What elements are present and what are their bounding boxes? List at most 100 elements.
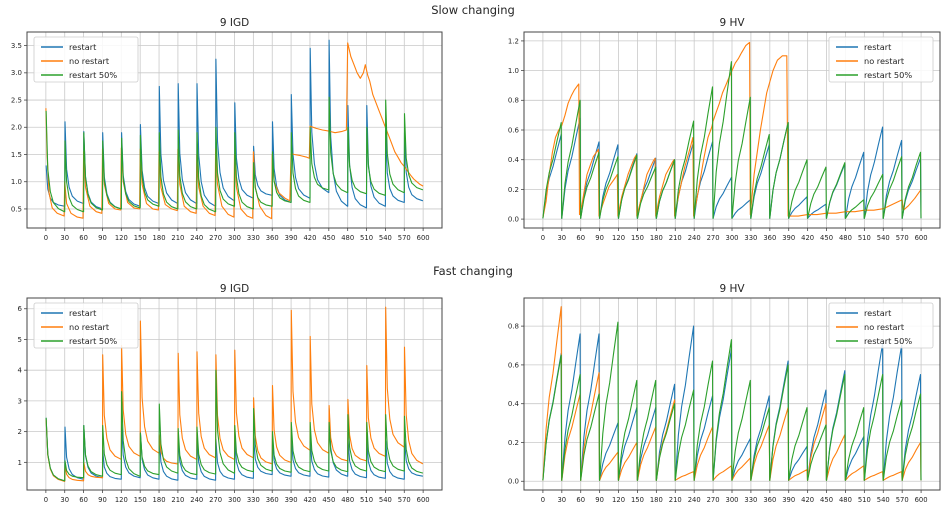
x-tick-label: 270 xyxy=(209,496,222,504)
legend-label: no restart xyxy=(864,56,905,66)
x-tick-label: 240 xyxy=(190,234,203,242)
x-tick-label: 270 xyxy=(707,234,720,242)
y-tick-label: 3.0 xyxy=(11,69,22,77)
y-tick-label: 1 xyxy=(18,459,22,467)
series-lines xyxy=(542,41,922,219)
x-tick-label: 120 xyxy=(612,234,625,242)
x-tick-label: 420 xyxy=(303,496,316,504)
x-tick-label: 240 xyxy=(190,496,203,504)
x-tick-label: 270 xyxy=(209,234,222,242)
tick-labels: 0 30 60 90 120 150 180 210 240 270 300 330 360 390 420… xyxy=(11,42,430,242)
x-tick-label: 360 xyxy=(763,234,776,242)
x-tick-label: 0 xyxy=(44,496,48,504)
x-tick-label: 570 xyxy=(896,496,909,504)
tick-labels: 0 30 60 90 120 150 180 210 240 270 300 330 360 390 420… xyxy=(508,323,928,504)
x-tick-label: 60 xyxy=(79,496,88,504)
y-tick-label: 0.8 xyxy=(508,97,519,105)
panel-fast-igd: 0 30 60 90 120 150 180 210 240 270 300 330 360 390 420… xyxy=(18,283,443,504)
legend-label: restart xyxy=(864,308,892,318)
x-tick-label: 150 xyxy=(631,496,644,504)
legend-label: restart xyxy=(69,42,97,52)
y-tick-label: 1.0 xyxy=(508,67,519,75)
x-tick-label: 270 xyxy=(707,496,720,504)
legend-label: restart 50% xyxy=(69,70,117,80)
x-tick-label: 540 xyxy=(379,234,392,242)
x-tick-label: 210 xyxy=(669,234,682,242)
x-tick-label: 60 xyxy=(79,234,88,242)
chart-title: 9 IGD xyxy=(220,283,249,295)
x-tick-label: 600 xyxy=(915,234,928,242)
x-tick-label: 600 xyxy=(915,496,928,504)
x-tick-label: 570 xyxy=(398,234,411,242)
x-tick-label: 30 xyxy=(60,234,69,242)
x-tick-label: 420 xyxy=(303,234,316,242)
chart-title: 9 HV xyxy=(719,17,745,29)
y-tick-label: 3 xyxy=(18,397,22,405)
slow-igd-chart: 0 30 60 90 120 150 180 210 240 270 300 330 360 390 420… xyxy=(11,17,443,242)
x-tick-label: 540 xyxy=(877,234,890,242)
x-tick-label: 510 xyxy=(858,234,871,242)
y-tick-label: 0.0 xyxy=(508,215,519,223)
series-line-restart-50- xyxy=(542,321,922,481)
x-tick-label: 180 xyxy=(153,496,166,504)
tick-labels: 0 30 60 90 120 150 180 210 240 270 300 330 360 390 420… xyxy=(18,305,430,504)
x-tick-label: 150 xyxy=(631,234,644,242)
y-tick-label: 0.4 xyxy=(508,400,520,408)
x-tick-label: 570 xyxy=(398,496,411,504)
y-tick-label: 2.5 xyxy=(11,96,22,104)
panel-slow-igd: 0 30 60 90 120 150 180 210 240 270 300 330 360 390 420… xyxy=(11,17,443,242)
x-tick-label: 30 xyxy=(60,496,69,504)
x-tick-label: 450 xyxy=(820,234,833,242)
y-tick-label: 2.0 xyxy=(11,124,22,132)
x-tick-label: 330 xyxy=(247,496,260,504)
fast-igd-chart: 0 30 60 90 120 150 180 210 240 270 300 330 360 390 420… xyxy=(18,283,443,504)
y-tick-label: 0.6 xyxy=(508,126,520,134)
x-tick-label: 240 xyxy=(688,234,701,242)
x-tick-label: 510 xyxy=(360,496,373,504)
x-tick-label: 150 xyxy=(134,496,147,504)
x-tick-label: 60 xyxy=(576,496,585,504)
x-tick-label: 480 xyxy=(839,496,852,504)
legend-label: restart 50% xyxy=(864,336,912,346)
series-line-restart-50- xyxy=(45,96,424,213)
x-tick-label: 120 xyxy=(612,496,625,504)
y-tick-label: 6 xyxy=(18,305,23,313)
panel-fast-hv: 0 30 60 90 120 150 180 210 240 270 300 330 360 390 420… xyxy=(508,283,941,504)
x-tick-label: 120 xyxy=(115,234,128,242)
y-tick-label: 2 xyxy=(18,428,22,436)
x-tick-label: 480 xyxy=(341,496,354,504)
legend-label: no restart xyxy=(69,56,110,66)
legend-label: restart 50% xyxy=(864,70,912,80)
legend-label: restart xyxy=(864,42,892,52)
x-tick-label: 480 xyxy=(839,234,852,242)
series-line-restart-50- xyxy=(45,369,424,482)
x-tick-label: 120 xyxy=(115,496,128,504)
x-tick-label: 360 xyxy=(266,234,279,242)
x-tick-label: 420 xyxy=(801,234,814,242)
x-tick-label: 600 xyxy=(417,496,430,504)
fast-hv-chart: 0 30 60 90 120 150 180 210 240 270 300 330 360 390 420… xyxy=(508,283,941,504)
legend-box xyxy=(828,302,934,349)
y-tick-label: 4 xyxy=(18,367,23,375)
tick-labels: 0 30 60 90 120 150 180 210 240 270 300 330 360 390 420… xyxy=(508,37,928,242)
slow-hv-chart: 0 30 60 90 120 150 180 210 240 270 300 330 360 390 420… xyxy=(508,17,941,242)
x-tick-label: 600 xyxy=(417,234,430,242)
x-tick-label: 30 xyxy=(557,234,566,242)
chart-title: 9 IGD xyxy=(220,17,249,29)
y-tick-label: 5 xyxy=(18,336,22,344)
x-tick-label: 180 xyxy=(153,234,166,242)
x-tick-label: 330 xyxy=(744,234,757,242)
x-tick-label: 390 xyxy=(285,496,298,504)
legend-box xyxy=(33,36,139,83)
x-tick-label: 90 xyxy=(98,234,107,242)
legend-label: no restart xyxy=(864,322,905,332)
legend: restart no restart restart 50% xyxy=(828,36,934,83)
x-tick-label: 450 xyxy=(820,496,833,504)
x-tick-label: 450 xyxy=(322,234,335,242)
x-tick-label: 60 xyxy=(576,234,585,242)
x-tick-label: 390 xyxy=(782,234,795,242)
x-tick-label: 180 xyxy=(650,234,663,242)
x-tick-label: 540 xyxy=(379,496,392,504)
x-tick-label: 540 xyxy=(877,496,890,504)
x-tick-label: 300 xyxy=(726,496,739,504)
